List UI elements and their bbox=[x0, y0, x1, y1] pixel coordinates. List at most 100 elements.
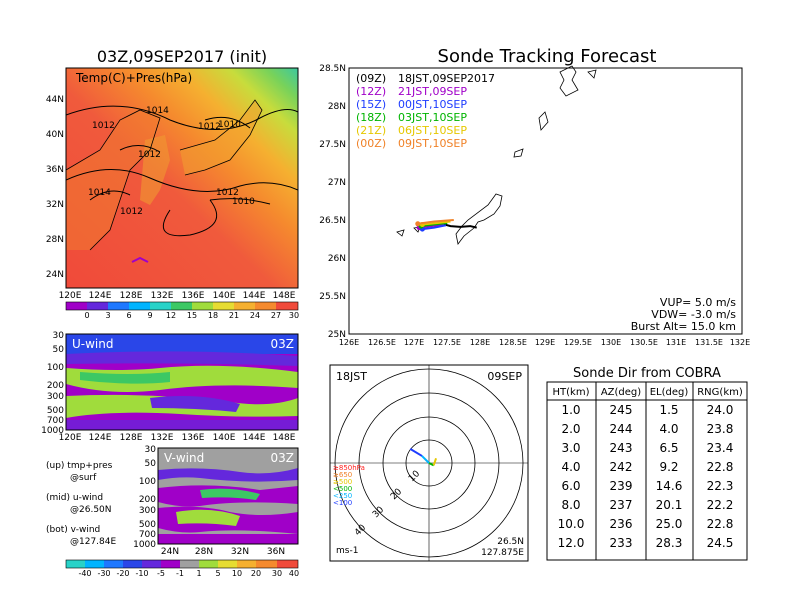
tick-label: 28N bbox=[195, 547, 213, 557]
legend-code: (09Z) bbox=[356, 72, 386, 85]
table-cell: 6.5 bbox=[659, 441, 678, 455]
tick-label: 27N bbox=[328, 178, 346, 188]
press-legend-item: ≥650 bbox=[333, 471, 352, 479]
v-wind-time: 03Z bbox=[271, 451, 295, 465]
tick-label: 24N bbox=[46, 270, 64, 280]
table-cell: 245 bbox=[610, 403, 633, 417]
track-line bbox=[441, 222, 477, 229]
tick-label: 130E bbox=[601, 338, 621, 347]
tick-label: 26.5N bbox=[319, 216, 346, 226]
table-cell: 9.2 bbox=[659, 460, 678, 474]
tick-label: 200 bbox=[47, 381, 64, 391]
polar-date-label: 09SEP bbox=[487, 370, 522, 383]
track-lat-ticks: 28.5N 28N 27.5N 27N 26.5N 26N 25.5N 25N bbox=[319, 64, 346, 340]
tick-label: 129.5E bbox=[564, 338, 592, 347]
legend-code: (00Z) bbox=[356, 137, 386, 150]
polar-time-label: 18JST bbox=[336, 370, 367, 383]
tick-label: 300 bbox=[139, 506, 156, 516]
track-line bbox=[420, 222, 448, 228]
note-line: (up) tmp+pres bbox=[46, 461, 113, 471]
legend-code: (15Z) bbox=[356, 98, 386, 111]
table-cell: 20.1 bbox=[656, 498, 683, 512]
tick-label: 132E bbox=[730, 338, 750, 347]
isobar-label: 1014 bbox=[88, 188, 111, 198]
tick-label: 25.5N bbox=[319, 292, 346, 302]
tick-label: 120E bbox=[59, 433, 82, 443]
table-cell: 24.5 bbox=[707, 536, 734, 550]
tick-label: 128E bbox=[120, 291, 143, 301]
tick-label: 10 bbox=[232, 569, 242, 578]
tick-label: 30 bbox=[145, 445, 157, 455]
tick-label: 40 bbox=[289, 569, 299, 578]
table-cell: 12.0 bbox=[558, 536, 585, 550]
table-cell: 8.0 bbox=[561, 498, 580, 512]
tick-label: 1 bbox=[196, 569, 201, 578]
wind-colorbar-ticks: -40 -30 -20 -10 -5 -1 1 5 10 20 30 40 bbox=[78, 569, 299, 578]
isobar-label: 1010 bbox=[232, 197, 255, 207]
track-line bbox=[422, 224, 447, 231]
track-legend: (09Z) 18JST,09SEP2017 (12Z) 21JST,09SEP … bbox=[356, 72, 495, 150]
track-start-point bbox=[415, 221, 421, 227]
note-line: @surf bbox=[70, 473, 97, 483]
param-line: VDW= -3.0 m/s bbox=[651, 308, 736, 321]
wind-profile-segment bbox=[409, 448, 423, 457]
tick-label: 132E bbox=[151, 433, 174, 443]
tick-label: 500 bbox=[47, 406, 64, 416]
track-title: Sonde Tracking Forecast bbox=[438, 46, 657, 67]
track-line bbox=[417, 219, 454, 225]
legend-time: 09JST,10SEP bbox=[398, 137, 467, 150]
table-cell: 236 bbox=[610, 517, 633, 531]
table-header: AZ(deg) bbox=[601, 387, 641, 398]
tick-label: -5 bbox=[157, 569, 165, 578]
table-cell: 4.0 bbox=[561, 460, 580, 474]
track-lon-ticks: 126E 126.5E 127E 127.5E 128E 128.5E 129E… bbox=[339, 338, 750, 347]
tick-label: 36N bbox=[46, 165, 64, 175]
tick-label: 126E bbox=[339, 338, 359, 347]
note-line: @127.84E bbox=[70, 537, 116, 547]
table-cell: 10.0 bbox=[558, 517, 585, 531]
v-lat-ticks: 24N 28N 32N 36N bbox=[161, 547, 285, 557]
tick-label: 3 bbox=[105, 311, 110, 320]
tick-label: 136E bbox=[182, 291, 205, 301]
isobar-label: 1012 bbox=[198, 122, 221, 132]
u-wind-panel bbox=[65, 333, 299, 431]
wind-profile-segment bbox=[432, 457, 437, 466]
u-lon-ticks: 120E 124E 128E 132E 136E 140E 144E 148E bbox=[59, 433, 296, 443]
legend-code: (21Z) bbox=[356, 124, 386, 137]
table-cell: 23.4 bbox=[707, 441, 734, 455]
isobar-label: 1012 bbox=[216, 188, 239, 198]
table-cell: 14.6 bbox=[656, 479, 683, 493]
tick-label: 126.5E bbox=[368, 338, 396, 347]
tick-label: 128E bbox=[470, 338, 490, 347]
tick-label: 700 bbox=[139, 530, 156, 540]
isobar-label: 1012 bbox=[120, 207, 143, 217]
tick-label: 50 bbox=[53, 345, 65, 355]
table-cell: 25.0 bbox=[656, 517, 683, 531]
table-cell: 24.0 bbox=[707, 403, 734, 417]
tick-label: 128.5E bbox=[499, 338, 527, 347]
polar-units: ms-1 bbox=[336, 546, 358, 556]
legend-time: 21JST,09SEP bbox=[398, 85, 467, 98]
table-cell: 2.0 bbox=[561, 422, 580, 436]
tick-label: 32N bbox=[231, 547, 249, 557]
tick-label: 30 bbox=[272, 569, 282, 578]
polar-pressure-legend: ≥850hPa ≥650 ≥500 <500 <250 <100 bbox=[333, 464, 365, 507]
tick-label: 32N bbox=[46, 200, 64, 210]
tick-label: 500 bbox=[139, 520, 156, 530]
table-cell: 22.8 bbox=[707, 517, 734, 531]
tick-label: 300 bbox=[47, 392, 64, 402]
u-wind-label: U-wind bbox=[72, 337, 113, 351]
table-header: HT(km) bbox=[553, 387, 590, 398]
table-cell: 23.8 bbox=[707, 422, 734, 436]
wind-profile-segment bbox=[421, 455, 430, 464]
polar-lat: 26.5N bbox=[497, 537, 524, 547]
table-cell: 22.3 bbox=[707, 479, 734, 493]
isobar-labels: 1014 1012 1012 1012 1010 1014 1012 1012 … bbox=[88, 106, 255, 217]
note-line: (bot) v-wind bbox=[46, 525, 100, 535]
tick-label: 15 bbox=[187, 311, 197, 320]
tick-label: 21 bbox=[229, 311, 239, 320]
track-series bbox=[415, 219, 477, 232]
table-title: Sonde Dir from COBRA bbox=[573, 366, 721, 381]
isobar-label: 1012 bbox=[92, 121, 115, 131]
